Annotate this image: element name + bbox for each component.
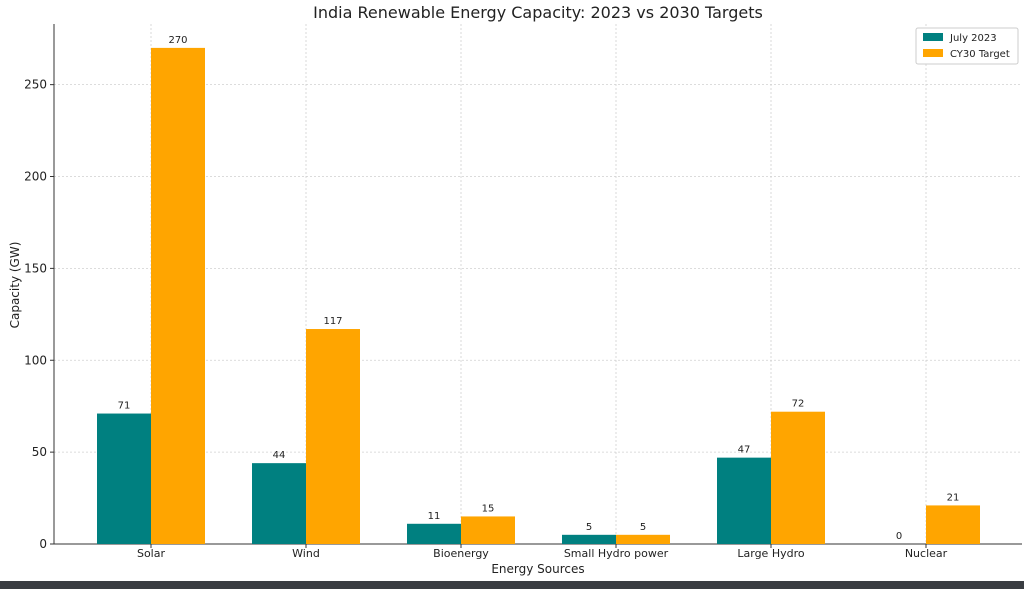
y-tick-label-0: 0 <box>39 537 47 551</box>
legend-label-cy30-target: CY30 Target <box>950 49 1010 60</box>
y-tick-label-250: 250 <box>24 78 47 92</box>
legend-label-july-2023: July 2023 <box>949 33 997 44</box>
value-label-cy30-target-small-hydro-power: 5 <box>640 522 646 533</box>
bar-july-2023-bioenergy <box>407 523 461 544</box>
y-tick-label-150: 150 <box>24 261 47 275</box>
value-label-cy30-target-nuclear: 21 <box>947 492 960 503</box>
bar-july-2023-wind <box>252 463 306 544</box>
y-tick-label-200: 200 <box>24 170 47 184</box>
value-label-july-2023-solar: 71 <box>118 401 131 412</box>
bar-cy30-target-large-hydro <box>771 411 825 544</box>
bar-cy30-target-bioenergy <box>461 516 515 544</box>
value-label-july-2023-small-hydro-power: 5 <box>586 522 592 533</box>
bar-july-2023-small-hydro-power <box>562 534 616 544</box>
data-labels: 71 44 11 5 47 0 270 117 15 5 72 21 <box>118 35 960 542</box>
value-label-july-2023-nuclear: 0 <box>896 531 902 542</box>
value-label-july-2023-bioenergy: 11 <box>428 511 441 522</box>
bar-cy30-target-small-hydro-power <box>616 534 670 544</box>
legend: July 2023 CY30 Target <box>915 27 1019 65</box>
x-tick-label-small-hydro-power: Small Hydro power <box>564 547 669 560</box>
x-tick-label-bioenergy: Bioenergy <box>433 547 489 560</box>
value-label-cy30-target-bioenergy: 15 <box>482 503 495 514</box>
bar-cy30-target-nuclear <box>926 505 980 544</box>
y-tick-label-100: 100 <box>24 353 47 367</box>
bar-july-2023-solar <box>97 413 151 544</box>
x-tick-label-large-hydro: Large Hydro <box>737 547 804 560</box>
value-label-july-2023-large-hydro: 47 <box>738 445 751 456</box>
y-tick-label-50: 50 <box>32 445 47 459</box>
axes <box>50 24 1022 548</box>
bars <box>97 47 980 544</box>
chart-title: India Renewable Energy Capacity: 2023 vs… <box>313 3 763 22</box>
bar-cy30-target-solar <box>151 47 205 544</box>
value-label-cy30-target-wind: 117 <box>323 316 342 327</box>
value-label-cy30-target-large-hydro: 72 <box>792 399 805 410</box>
legend-swatch-cy30-target <box>923 49 943 57</box>
x-tick-label-solar: Solar <box>137 547 166 560</box>
x-axis-label: Energy Sources <box>491 562 584 576</box>
x-tick-label-wind: Wind <box>292 547 320 560</box>
legend-swatch-july-2023 <box>923 33 943 41</box>
value-label-july-2023-wind: 44 <box>273 450 286 461</box>
value-label-cy30-target-solar: 270 <box>168 35 187 46</box>
x-tick-label-nuclear: Nuclear <box>905 547 948 560</box>
bar-july-2023-large-hydro <box>717 457 771 544</box>
y-axis-label: Capacity (GW) <box>8 242 22 329</box>
bar-cy30-target-wind <box>306 329 360 544</box>
